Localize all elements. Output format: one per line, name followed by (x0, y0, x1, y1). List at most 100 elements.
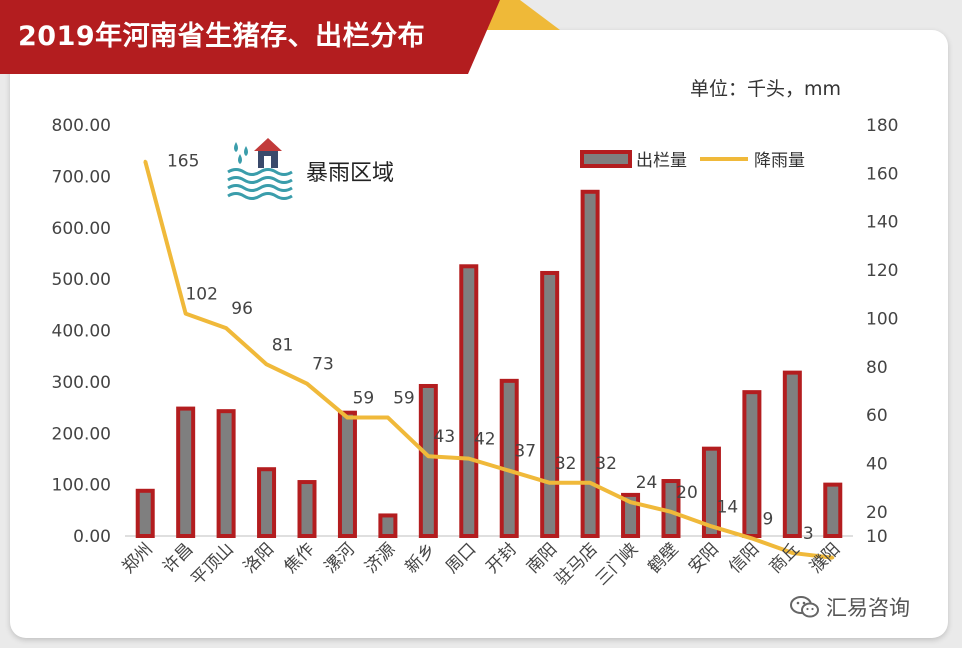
line-point (386, 416, 390, 420)
line-data-label: 3 (803, 524, 814, 544)
x-tick-label: 三门峡 (592, 539, 642, 589)
line-point (426, 454, 430, 458)
bar (176, 406, 196, 538)
bar (580, 189, 600, 538)
unit-label: 单位：千头，mm (690, 78, 842, 100)
x-tick-label: 郑州 (119, 539, 157, 577)
line-series (143, 159, 835, 560)
y-axis-left: 0.00 100.00 200.00 300.00 400.00 500.00 600.00… (52, 116, 111, 547)
line-data-label: 24 (636, 473, 658, 493)
bar (135, 488, 155, 539)
y-left-tick-label: 300.00 (52, 373, 111, 393)
rain-flood-icon (227, 138, 293, 200)
bar (378, 513, 398, 539)
x-tick-label: 开封 (483, 539, 521, 577)
line-data-label: 9 (762, 509, 773, 529)
line-point (629, 500, 633, 504)
line-point (669, 510, 673, 514)
y-axis-right: 10 20 40 60 80 100 120 140 160 180 (866, 116, 898, 547)
flood-legend: 暴雨区域 (227, 138, 394, 200)
line-point (305, 382, 309, 386)
line-data-label: 43 (434, 427, 456, 447)
line-point (143, 159, 147, 163)
line-point (507, 469, 511, 473)
line-data-label: 42 (474, 430, 496, 450)
bar (742, 390, 762, 538)
line-data-label: 14 (717, 497, 739, 517)
legend-swatch-bar (580, 150, 632, 168)
bar (216, 409, 236, 538)
line-data-label: 102 (185, 285, 217, 305)
bar (297, 480, 317, 538)
y-right-tick-label: 80 (866, 358, 888, 378)
y-left-tick-label: 800.00 (52, 116, 111, 136)
bar (499, 378, 519, 538)
line-point (224, 326, 228, 330)
y-right-tick-label: 100 (866, 309, 898, 329)
line-point (184, 312, 188, 316)
line-data-label: 59 (393, 389, 415, 409)
line-point (588, 481, 592, 485)
y-left-tick-label: 600.00 (52, 219, 111, 239)
y-left-tick-label: 200.00 (52, 424, 111, 444)
x-tick-label: 焦作 (280, 539, 318, 577)
y-right-tick-label: 160 (866, 164, 898, 184)
y-right-tick-label: 40 (866, 454, 888, 474)
line-data-label: 59 (353, 389, 375, 409)
legend-label-line: 降雨量 (754, 151, 805, 171)
bar (418, 383, 438, 538)
line-data-label: 32 (555, 454, 577, 474)
legend: 出栏量 降雨量 (580, 150, 805, 171)
bar (782, 370, 802, 538)
legend-item-line: 降雨量 (700, 151, 805, 171)
flood-label: 暴雨区域 (306, 161, 394, 186)
bar-series (135, 189, 843, 539)
bar (257, 467, 277, 538)
y-left-tick-label: 700.00 (52, 167, 111, 187)
legend-label-bar: 出栏量 (636, 151, 687, 171)
x-tick-label: 新乡 (402, 539, 440, 577)
y-left-tick-label: 100.00 (52, 476, 111, 496)
bar (459, 264, 479, 538)
y-right-tick-label: 120 (866, 261, 898, 281)
line-data-labels: 165 102 96 81 73 59 59 43 42 37 32 32 24 20 14 9 3 (167, 151, 814, 544)
y-right-tick-label: 180 (866, 116, 898, 136)
legend-item-bar: 出栏量 (580, 150, 687, 171)
line-point (345, 416, 349, 420)
line-data-label: 37 (514, 442, 536, 462)
watermark-text: 汇易咨询 (826, 596, 910, 620)
line-data-label: 81 (272, 335, 294, 355)
line-point (831, 556, 835, 560)
bar (540, 270, 560, 538)
rainfall-line (143, 160, 834, 560)
y-right-tick-label: 10 (866, 527, 888, 547)
title-banner: 2019年河南省生猪存、出栏分布 (0, 0, 500, 74)
y-left-tick-label: 500.00 (52, 270, 111, 290)
line-data-label: 32 (595, 454, 617, 474)
line-point (790, 551, 794, 555)
x-tick-label: 安阳 (685, 539, 723, 577)
x-tick-label: 济源 (361, 539, 399, 577)
x-tick-label: 驻马店 (551, 539, 601, 589)
watermark: 汇易咨询 (790, 592, 910, 622)
x-tick-label: 洛阳 (240, 539, 278, 577)
y-right-tick-label: 140 (866, 213, 898, 233)
x-tick-label: 鹤壁 (644, 539, 682, 577)
chart-title: 2019年河南省生猪存、出栏分布 (18, 21, 426, 52)
y-left-tick-label: 400.00 (52, 322, 111, 342)
y-left-tick-label: 0.00 (73, 527, 111, 547)
line-point (709, 524, 713, 528)
bar (337, 410, 357, 539)
line-data-label: 96 (231, 299, 253, 319)
y-right-tick-label: 60 (866, 406, 888, 426)
bar (701, 446, 721, 539)
bar (621, 492, 641, 538)
line-data-label: 20 (676, 483, 698, 503)
bar (823, 482, 843, 538)
line-point (750, 536, 754, 540)
x-tick-label: 平顶山 (187, 539, 237, 589)
line-data-label: 165 (167, 151, 199, 171)
line-data-label: 73 (312, 355, 334, 375)
